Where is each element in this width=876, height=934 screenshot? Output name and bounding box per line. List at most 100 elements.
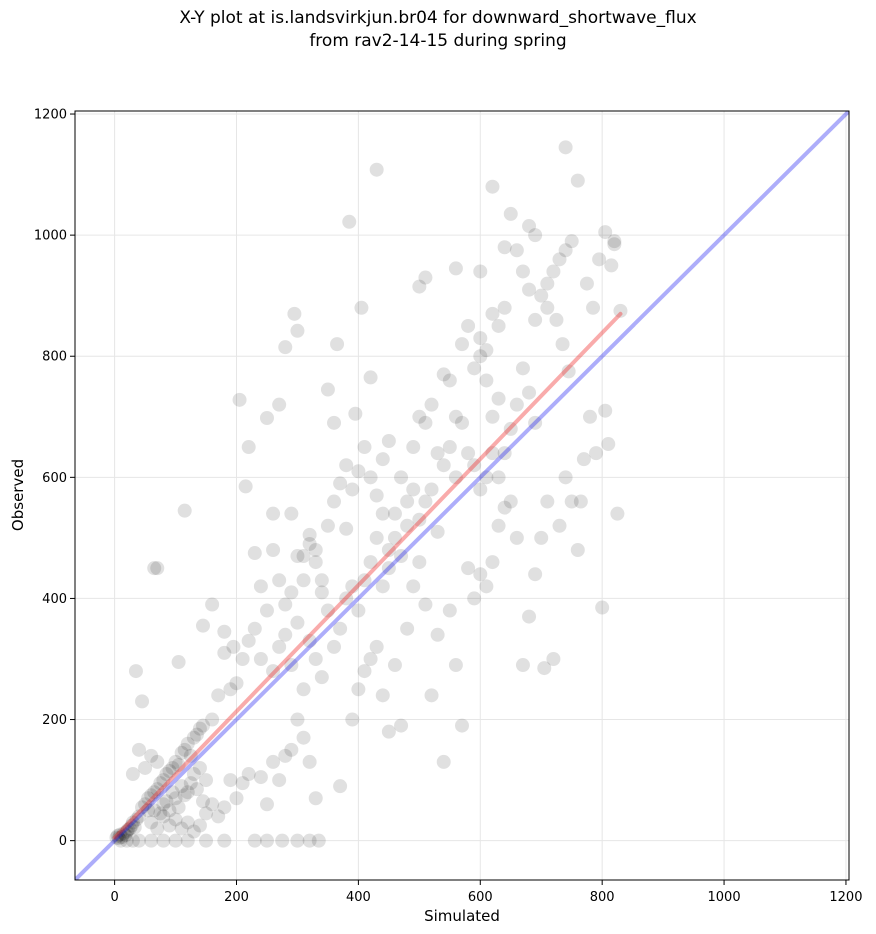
data-point-303 [180,815,195,830]
data-point-247 [473,349,488,364]
y-tick-label-5: 1000 [34,229,67,244]
data-point-74 [266,754,281,769]
data-point-95 [247,546,262,561]
y-tick-label-6: 1200 [34,108,67,123]
data-point-206 [564,234,579,249]
data-point-20 [150,782,165,797]
data-point-33 [189,727,204,742]
x-tick-label-1: 200 [224,890,249,905]
data-point-15 [135,800,150,815]
data-point-62 [186,767,201,782]
identity-line [75,111,849,880]
data-point-89 [205,597,220,612]
data-point-281 [461,446,476,461]
data-point-86 [171,655,186,670]
data-point-144 [369,530,384,545]
grid-lines [75,111,849,880]
data-point-275 [375,452,390,467]
data-point-129 [278,627,293,642]
data-point-122 [235,651,250,666]
data-point-162 [430,627,445,642]
y-tick-label-1: 200 [42,713,67,728]
data-point-231 [598,225,613,240]
data-point-160 [418,597,433,612]
data-point-98 [266,506,281,521]
data-point-5 [116,826,131,841]
data-point-195 [497,300,512,315]
data-point-71 [241,767,256,782]
data-point-73 [259,797,274,812]
data-point-214 [558,470,573,485]
data-point-242 [497,240,512,255]
data-point-84 [147,561,162,576]
data-point-300 [162,818,177,833]
data-point-250 [491,391,506,406]
data-point-244 [528,228,543,243]
data-point-112 [342,214,357,229]
data-point-179 [400,494,415,509]
data-point-150 [357,664,372,679]
data-point-21 [153,776,168,791]
data-point-153 [375,688,390,703]
data-point-105 [302,527,317,542]
y-tick-label-2: 400 [42,592,67,607]
data-point-156 [394,718,409,733]
data-point-154 [381,724,396,739]
data-point-198 [515,264,530,279]
data-point-221 [598,403,613,418]
data-point-180 [406,440,421,455]
data-point-291 [406,482,421,497]
data-point-63 [192,760,207,775]
data-point-124 [247,621,262,636]
data-point-10 [124,818,139,833]
data-point-52 [125,767,140,782]
data-point-296 [375,579,390,594]
data-point-8 [121,822,136,837]
data-point-135 [314,670,329,685]
data-point-61 [180,785,195,800]
data-point-234 [561,364,576,379]
data-point-207 [522,609,537,624]
data-point-119 [217,645,232,660]
data-point-293 [394,549,409,564]
data-point-227 [573,494,588,509]
data-point-297 [144,815,159,830]
data-point-80 [302,754,317,769]
data-point-157 [400,621,415,636]
data-point-32 [186,730,201,745]
data-point-27 [171,757,186,772]
y-axis-label: Observed [9,459,27,531]
data-point-78 [290,712,305,727]
data-point-121 [229,676,244,691]
data-point-193 [485,306,500,321]
data-point-151 [363,651,378,666]
data-point-292 [400,518,415,533]
data-point-104 [296,549,311,564]
x-tick-label-3: 600 [468,890,493,905]
data-point-158 [406,579,421,594]
data-point-127 [266,664,281,679]
plot-frame [74,110,850,881]
data-point-94 [241,440,256,455]
data-point-302 [174,821,189,836]
data-point-50 [302,833,317,848]
data-point-134 [308,651,323,666]
data-point-203 [546,264,561,279]
data-point-312 [171,800,186,815]
data-point-260 [284,585,299,600]
data-point-69 [229,791,244,806]
data-point-40 [144,833,159,848]
data-point-100 [278,340,293,355]
data-point-259 [278,597,293,612]
x-tick-label-5: 1000 [708,890,741,905]
data-point-177 [387,506,402,521]
data-point-210 [537,661,552,676]
data-point-308 [147,803,162,818]
data-point-271 [351,464,366,479]
data-point-6 [118,828,133,843]
data-point-47 [259,833,274,848]
data-point-248 [479,373,494,388]
data-point-278 [442,440,457,455]
data-point-172 [491,518,506,533]
data-point-241 [485,179,500,194]
